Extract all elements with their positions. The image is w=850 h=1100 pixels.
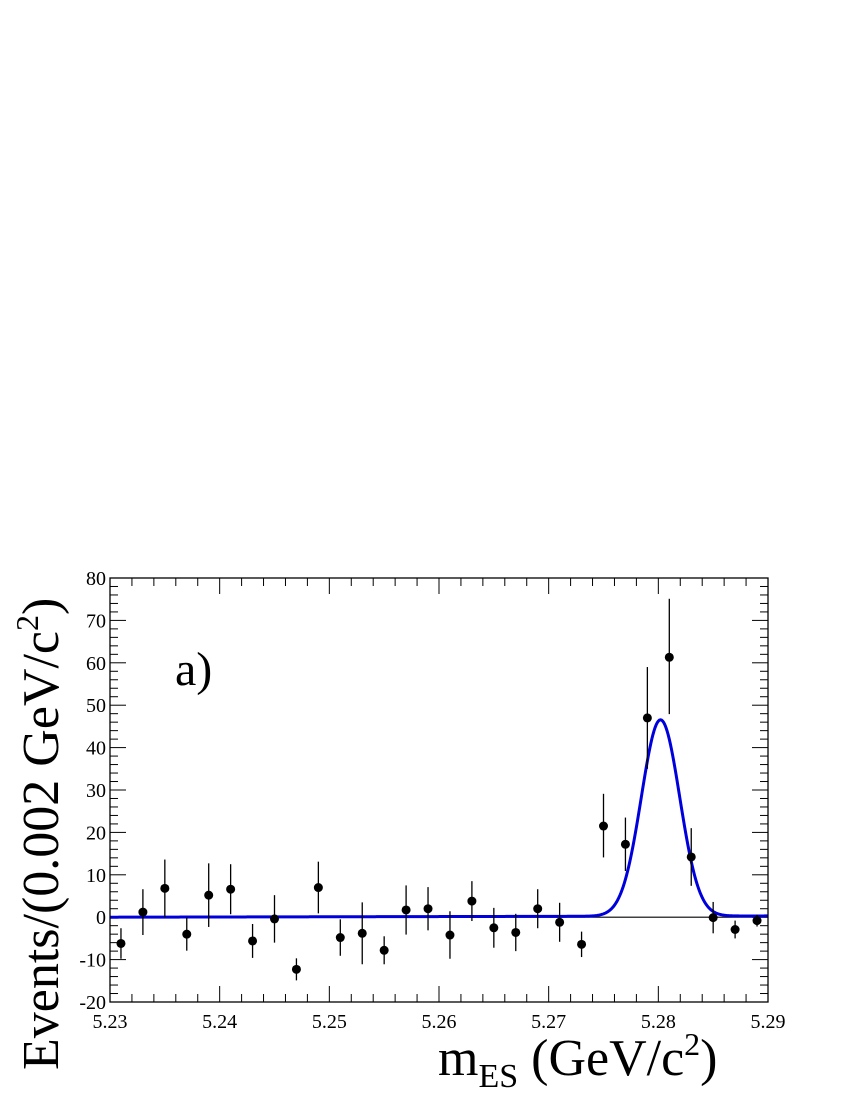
panel-label: a) xyxy=(175,643,212,696)
axis-ticks xyxy=(109,577,769,1003)
x-tick-label: 5.27 xyxy=(531,1011,566,1033)
x-tick-label: 5.25 xyxy=(312,1011,347,1033)
y-tick-label: 10 xyxy=(86,865,106,887)
y-tick-label: 30 xyxy=(86,780,106,802)
data-point xyxy=(730,924,740,934)
y-axis-title-close: ) xyxy=(13,598,70,615)
x-tick-label: 5.24 xyxy=(202,1011,237,1033)
plot-frame xyxy=(109,577,769,1003)
y-axis-title-superscript: 2 xyxy=(9,615,45,631)
data-point xyxy=(138,907,148,917)
x-tick-label: 5.26 xyxy=(422,1011,457,1033)
y-axis-title: Events/(0.002 GeV/c2) xyxy=(9,598,70,1070)
data-point xyxy=(642,713,652,723)
data-point xyxy=(291,964,301,974)
x-axis-title-superscript: 2 xyxy=(684,1026,700,1062)
data-point xyxy=(116,938,126,948)
data-point xyxy=(708,913,718,923)
data-point xyxy=(445,930,455,940)
x-axis-title-close: ) xyxy=(700,1030,717,1087)
data-point xyxy=(357,928,367,938)
data-point xyxy=(555,917,565,927)
data-point xyxy=(620,839,630,849)
y-tick-label: 50 xyxy=(86,695,106,717)
data-point xyxy=(489,923,499,933)
data-point xyxy=(686,852,696,862)
data-point xyxy=(664,652,674,662)
data-point xyxy=(577,939,587,949)
data-point xyxy=(511,927,521,937)
x-tick-label: 5.28 xyxy=(641,1011,676,1033)
data-point xyxy=(204,890,214,900)
x-axis-title-subscript: ES xyxy=(478,1058,518,1095)
data-point xyxy=(533,904,543,914)
data-point xyxy=(752,916,762,926)
y-tick-labels: -20 -10 0 10 20 30 40 50 60 70 80 xyxy=(79,568,106,1014)
y-tick-label: 20 xyxy=(86,822,106,844)
data-point xyxy=(467,896,477,906)
fit-curve xyxy=(110,718,768,919)
data-points xyxy=(116,598,762,981)
y-tick-label: 40 xyxy=(86,738,106,760)
x-axis-title-units: (GeV/c xyxy=(518,1030,684,1087)
x-tick-labels: 5.23 5.24 5.25 5.26 5.27 5.28 5.29 xyxy=(93,1011,786,1033)
data-point xyxy=(248,936,258,946)
data-point xyxy=(335,933,345,943)
y-tick-label: 0 xyxy=(96,907,106,929)
y-tick-label: 70 xyxy=(86,610,106,632)
data-point xyxy=(379,945,389,955)
y-tick-label: 60 xyxy=(86,653,106,675)
y-axis-title-main: Events/(0.002 GeV/c xyxy=(13,631,70,1070)
y-tick-label: -20 xyxy=(79,992,106,1014)
x-axis-title: mES (GeV/c2) xyxy=(438,1026,718,1095)
data-point xyxy=(313,883,323,893)
data-point xyxy=(270,914,279,924)
data-point xyxy=(599,821,608,831)
data-point xyxy=(182,929,192,939)
x-tick-label: 5.23 xyxy=(93,1011,128,1033)
y-tick-label: -10 xyxy=(79,950,106,972)
data-point xyxy=(423,904,433,914)
data-point xyxy=(401,905,411,915)
x-axis-title-main: m xyxy=(438,1030,478,1087)
x-tick-label: 5.29 xyxy=(751,1011,786,1033)
data-point xyxy=(160,883,170,893)
y-tick-label: 80 xyxy=(86,568,106,590)
data-point xyxy=(226,884,236,894)
